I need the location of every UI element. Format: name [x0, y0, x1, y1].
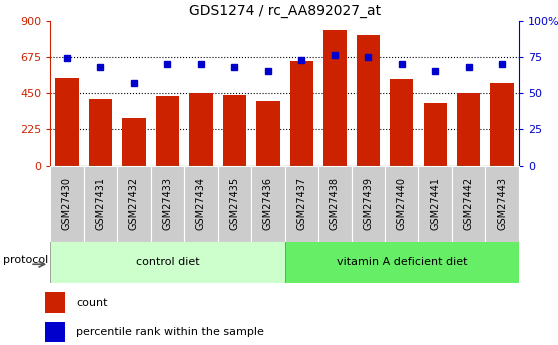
Bar: [84, 166, 117, 242]
Text: GSM27440: GSM27440: [397, 177, 407, 230]
Bar: [352, 166, 385, 242]
Bar: [390, 79, 413, 166]
Bar: [290, 61, 313, 166]
Text: control diet: control diet: [136, 257, 199, 267]
Text: percentile rank within the sample: percentile rank within the sample: [76, 327, 264, 337]
Bar: [285, 166, 318, 242]
Bar: [485, 166, 519, 242]
Bar: [117, 166, 151, 242]
Bar: [156, 96, 179, 166]
Bar: [151, 166, 184, 242]
Bar: [457, 93, 480, 166]
Bar: [50, 166, 84, 242]
Bar: [424, 103, 447, 166]
Text: GSM27430: GSM27430: [62, 177, 72, 230]
Text: GSM27442: GSM27442: [464, 177, 474, 230]
Text: GSM27431: GSM27431: [95, 177, 105, 230]
Bar: [452, 166, 485, 242]
Bar: [385, 166, 418, 242]
Bar: [490, 83, 514, 166]
Text: GSM27435: GSM27435: [229, 177, 239, 230]
Text: vitamin A deficient diet: vitamin A deficient diet: [336, 257, 467, 267]
Bar: [189, 93, 213, 166]
Text: GSM27433: GSM27433: [162, 177, 172, 230]
Title: GDS1274 / rc_AA892027_at: GDS1274 / rc_AA892027_at: [189, 4, 381, 18]
Text: GSM27438: GSM27438: [330, 177, 340, 230]
Text: GSM27441: GSM27441: [430, 177, 440, 230]
Bar: [218, 166, 251, 242]
Bar: [122, 118, 146, 166]
Bar: [45, 322, 65, 342]
Bar: [223, 95, 246, 166]
Bar: [357, 35, 380, 166]
Text: GSM27436: GSM27436: [263, 177, 273, 230]
Text: protocol: protocol: [3, 255, 48, 265]
Bar: [89, 99, 112, 166]
Bar: [50, 241, 285, 283]
Bar: [318, 166, 352, 242]
Bar: [184, 166, 218, 242]
Text: count: count: [76, 298, 107, 308]
Bar: [45, 292, 65, 313]
Text: GSM27434: GSM27434: [196, 177, 206, 230]
Text: GSM27437: GSM27437: [296, 177, 306, 230]
Text: GSM27439: GSM27439: [363, 177, 373, 230]
Text: GSM27432: GSM27432: [129, 177, 139, 230]
Bar: [323, 30, 347, 166]
Bar: [55, 78, 79, 166]
Bar: [418, 166, 452, 242]
Bar: [251, 166, 285, 242]
Text: GSM27443: GSM27443: [497, 177, 507, 230]
Bar: [256, 101, 280, 166]
Bar: [285, 241, 519, 283]
